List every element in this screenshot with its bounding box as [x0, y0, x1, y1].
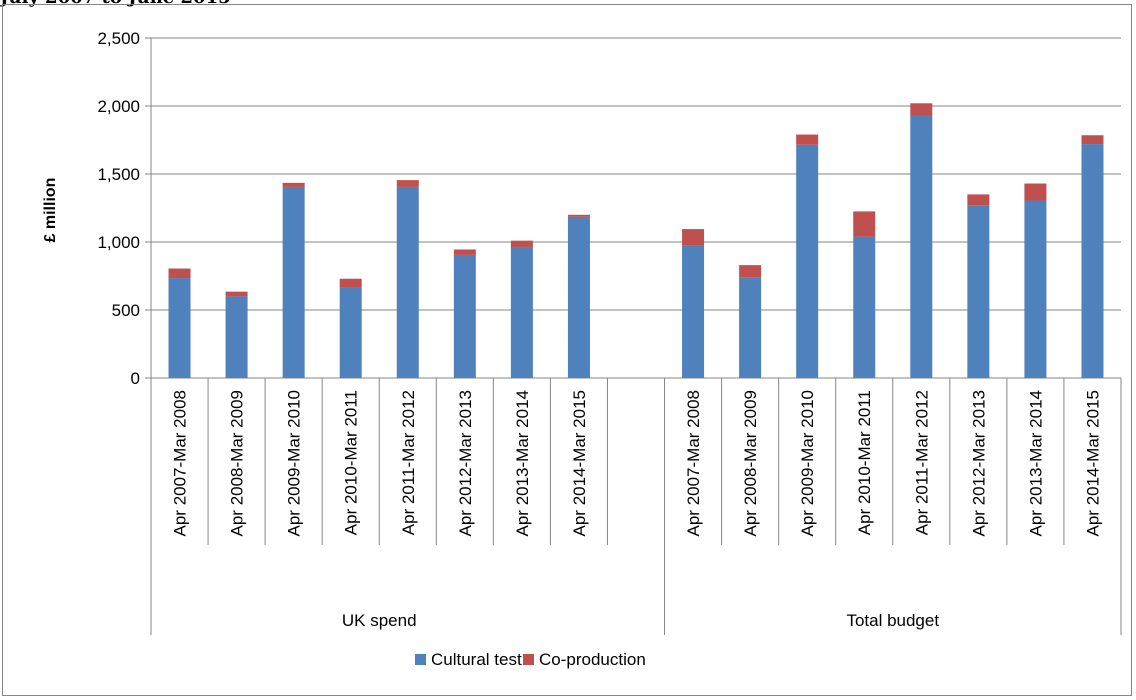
bar-co-production	[339, 278, 362, 288]
y-tick-label: 2,000	[97, 97, 140, 116]
bar-cultural-test	[453, 254, 476, 378]
bar-co-production	[682, 229, 705, 246]
bar-cultural-test	[282, 186, 305, 378]
category-label: Apr 2008-Mar 2009	[228, 390, 247, 536]
group-label: UK spend	[342, 611, 417, 630]
legend-swatch-cultural-test	[415, 654, 426, 665]
chart-title-fragment: July 2007 to June 2015	[0, 0, 231, 8]
bar-cultural-test	[796, 144, 819, 378]
bar-co-production	[739, 265, 762, 278]
bar-cultural-test	[910, 115, 933, 379]
bar-cultural-test	[1024, 200, 1047, 378]
bar-cultural-test	[853, 236, 876, 378]
bar-co-production	[225, 291, 248, 297]
chart-frame: 0 500 1,000 1,500 2,000 2,500 £ million Apr 200…	[2, 4, 1132, 696]
bar-cultural-test	[510, 247, 533, 378]
category-label: Apr 2010-Mar 2011	[342, 390, 361, 535]
group-label: Total budget	[846, 611, 939, 630]
category-label: Apr 2012-Mar 2013	[969, 390, 988, 536]
category-label: Apr 2008-Mar 2009	[741, 390, 760, 536]
bar-cultural-test	[682, 245, 705, 378]
category-label: Apr 2014-Mar 2015	[570, 390, 589, 536]
category-label: Apr 2011-Mar 2012	[912, 390, 931, 535]
bar-co-production	[282, 182, 305, 187]
chart-svg: 0 500 1,000 1,500 2,000 2,500 £ million Apr 200…	[42, 29, 1122, 669]
bar-co-production	[567, 214, 590, 217]
y-tick-label: 2,500	[97, 29, 140, 48]
category-label: Apr 2013-Mar 2014	[513, 390, 532, 536]
category-label: Apr 2012-Mar 2013	[456, 390, 475, 536]
bar-cultural-test	[739, 277, 762, 378]
y-tick-label: 0	[131, 369, 140, 388]
bar-cultural-test	[396, 186, 419, 378]
category-label: Apr 2007-Mar 2008	[171, 390, 190, 536]
legend-label-co-production: Co-production	[539, 650, 646, 669]
bar-co-production	[396, 180, 419, 187]
category-label: Apr 2009-Mar 2010	[798, 390, 817, 536]
bar-co-production	[796, 134, 819, 145]
bar-co-production	[1024, 183, 1047, 201]
y-tick-label: 1,500	[97, 165, 140, 184]
legend-swatch-co-production	[523, 654, 534, 665]
bar-co-production	[853, 211, 876, 237]
category-label: Apr 2011-Mar 2012	[399, 390, 418, 535]
bar-cultural-test	[1081, 144, 1104, 378]
bar-cultural-test	[339, 287, 362, 378]
category-label: Apr 2010-Mar 2011	[855, 390, 874, 535]
category-label: Apr 2014-Mar 2015	[1083, 390, 1102, 536]
category-label: Apr 2009-Mar 2010	[285, 390, 304, 536]
bar-co-production	[910, 103, 933, 116]
bar-cultural-test	[967, 205, 990, 378]
category-label: Apr 2013-Mar 2014	[1026, 390, 1045, 536]
bar-cultural-test	[225, 296, 248, 378]
bar-co-production	[1081, 135, 1104, 145]
y-axis-label: £ million	[42, 178, 59, 243]
category-label: Apr 2007-Mar 2008	[684, 390, 703, 536]
bar-co-production	[168, 268, 191, 279]
bar-cultural-test	[168, 278, 191, 378]
legend-label-cultural-test: Cultural test	[431, 650, 522, 669]
bar-co-production	[967, 194, 990, 206]
bar-co-production	[453, 249, 476, 255]
y-tick-label: 1,000	[97, 233, 140, 252]
bar-cultural-test	[567, 216, 590, 378]
y-tick-label: 500	[112, 301, 140, 320]
bar-co-production	[510, 240, 533, 248]
